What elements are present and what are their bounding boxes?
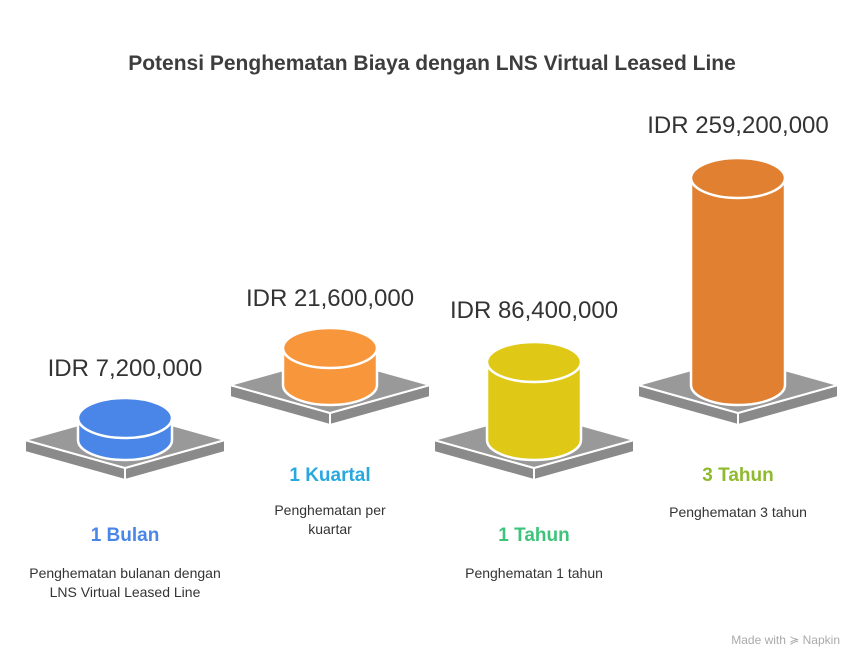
description-1: Penghematan bulanan dengan LNS Virtual L…	[29, 565, 221, 600]
category-label-4: 3 Tahun	[702, 465, 774, 486]
category-label-1: 1 Bulan	[90, 525, 160, 546]
value-label-4: IDR 259,200,000	[647, 112, 829, 139]
bar-cylinder-body-4	[689, 176, 787, 407]
bar-cylinder-top-2	[281, 326, 379, 370]
category-label-3: 1 Tahun	[498, 525, 570, 546]
description-3: Penghematan 1 tahun	[465, 565, 603, 581]
bar-cylinder-top-3	[485, 340, 583, 384]
description-4: Penghematan 3 tahun	[669, 504, 807, 520]
category-label-2: 1 Kuartal	[289, 465, 371, 486]
napkin-watermark: Made with ≽ Napkin	[731, 633, 840, 647]
description-2: Penghematan per kuartar	[274, 502, 386, 537]
chart-title: Potensi Penghematan Biaya dengan LNS Vir…	[128, 52, 736, 75]
bar-cylinder-top-1	[76, 396, 174, 440]
value-label-2: IDR 21,600,000	[245, 285, 415, 312]
bar-cylinder-top-4	[689, 156, 787, 200]
value-label-3: IDR 86,400,000	[449, 297, 619, 324]
bar-cylinder-body-3	[485, 360, 583, 462]
value-label-1: IDR 7,200,000	[47, 355, 203, 382]
